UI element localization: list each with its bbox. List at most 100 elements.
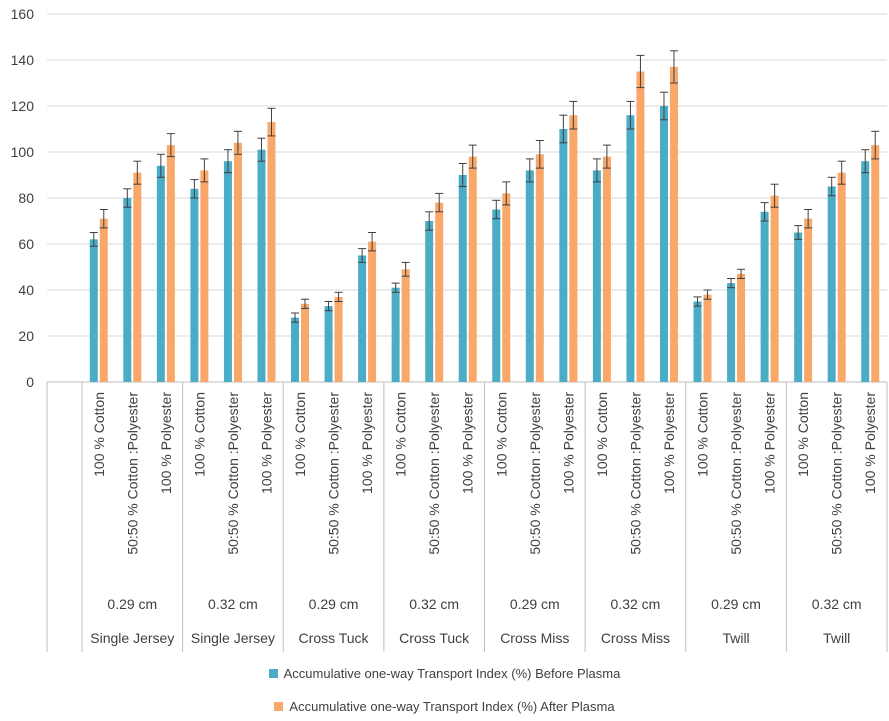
x-category-label: 50:50 % Cotton :Polyester [627, 392, 643, 555]
x-category-label: 100 % Polyester [560, 392, 576, 494]
bar-after-plasma [200, 170, 209, 382]
bar-before-plasma [626, 115, 635, 382]
x-category-label: 50:50 % Cotton :Polyester [225, 392, 241, 555]
bar-after-plasma [837, 172, 846, 382]
x-category-label: 50:50 % Cotton :Polyester [527, 392, 543, 555]
bar-after-plasma [267, 122, 276, 382]
group-structure-label: Twill [823, 630, 850, 646]
bar-before-plasma [861, 161, 870, 382]
bar-after-plasma [804, 218, 813, 382]
bar-before-plasma [190, 188, 199, 382]
group-structure-label: Single Jersey [90, 630, 174, 646]
x-category-label: 100 % Polyester [862, 392, 878, 494]
y-tick-label: 160 [11, 6, 35, 22]
bar-before-plasma [693, 301, 702, 382]
y-tick-label: 140 [11, 52, 35, 68]
legend-swatch-after [274, 702, 284, 711]
x-category-label: 100 % Cotton [393, 392, 409, 477]
group-diameter-label: 0.29 cm [309, 596, 359, 612]
x-category-label: 100 % Cotton [191, 392, 207, 477]
bar-after-plasma [301, 303, 310, 382]
bar-after-plasma [368, 241, 377, 382]
bar-after-plasma [233, 142, 242, 382]
x-category-label: 100 % Polyester [258, 392, 274, 494]
x-category-label: 50:50 % Cotton :Polyester [124, 392, 140, 555]
group-structure-label: Twill [722, 630, 749, 646]
bar-after-plasma [636, 71, 645, 382]
bar-after-plasma [871, 145, 880, 382]
group-structure-label: Single Jersey [191, 630, 275, 646]
bar-after-plasma [602, 156, 611, 382]
x-category-label: 100 % Cotton [493, 392, 509, 477]
y-tick-label: 0 [26, 374, 34, 390]
x-category-label: 50:50 % Cotton :Polyester [829, 392, 845, 555]
x-category-label: 100 % Cotton [91, 392, 107, 477]
x-category-label: 50:50 % Cotton :Polyester [426, 392, 442, 555]
group-diameter-label: 0.32 cm [611, 596, 661, 612]
bar-before-plasma [425, 221, 434, 382]
bar-before-plasma [324, 306, 333, 382]
bar-after-plasma [401, 269, 410, 382]
x-category-label: 50:50 % Cotton :Polyester [326, 392, 342, 555]
group-diameter-label: 0.32 cm [812, 596, 862, 612]
bar-before-plasma [257, 149, 266, 382]
bar-before-plasma [827, 186, 836, 382]
y-tick-label: 20 [18, 328, 34, 344]
bar-after-plasma [703, 294, 712, 382]
bar-after-plasma [334, 296, 343, 382]
x-category-label: 100 % Cotton [795, 392, 811, 477]
group-structure-label: Cross Tuck [299, 630, 370, 646]
bar-before-plasma [760, 211, 769, 382]
legend-swatch-before [268, 669, 278, 678]
legend-entry-after: Accumulative one-way Transport Index (%)… [0, 699, 889, 714]
bar-before-plasma [727, 283, 736, 382]
group-diameter-label: 0.29 cm [510, 596, 560, 612]
bar-before-plasma [458, 175, 467, 382]
x-category-label: 100 % Polyester [158, 392, 174, 494]
bar-before-plasma [559, 129, 568, 382]
group-structure-label: Cross Miss [500, 630, 569, 646]
bar-before-plasma [291, 317, 300, 382]
group-structure-label: Cross Miss [601, 630, 670, 646]
bar-after-plasma [166, 145, 175, 382]
y-tick-label: 80 [18, 190, 34, 206]
y-tick-label: 100 [11, 144, 35, 160]
x-category-label: 100 % Polyester [762, 392, 778, 494]
group-diameter-label: 0.29 cm [711, 596, 761, 612]
bar-after-plasma [737, 273, 746, 382]
bar-before-plasma [89, 239, 98, 382]
bar-chart: 0 20 40 60 80 100 120 140 160 100 % Cotton 50:50 %… [11, 6, 888, 652]
bar-after-plasma [468, 156, 477, 382]
group-structure-label: Cross Tuck [399, 630, 470, 646]
group-diameter-label: 0.32 cm [409, 596, 459, 612]
y-tick-label: 120 [11, 98, 35, 114]
bar-before-plasma [156, 165, 165, 382]
bar-before-plasma [525, 170, 534, 382]
bar-before-plasma [358, 255, 367, 382]
x-category-label: 100 % Polyester [661, 392, 677, 494]
bar-before-plasma [123, 198, 132, 382]
bar-after-plasma [535, 154, 544, 382]
bar-after-plasma [99, 218, 108, 382]
bar-before-plasma [659, 106, 668, 382]
bar-before-plasma [391, 287, 400, 382]
bar-after-plasma [669, 66, 678, 383]
group-diameter-label: 0.29 cm [107, 596, 157, 612]
bar-before-plasma [223, 161, 232, 382]
x-category-label: 100 % Polyester [359, 392, 375, 494]
bar-before-plasma [492, 209, 501, 382]
bar-before-plasma [592, 170, 601, 382]
bar-before-plasma [794, 232, 803, 382]
group-diameter-label: 0.32 cm [208, 596, 258, 612]
x-category-label: 100 % Polyester [460, 392, 476, 494]
bar-after-plasma [435, 202, 444, 382]
x-category-label: 100 % Cotton [695, 392, 711, 477]
x-category-label: 100 % Cotton [594, 392, 610, 477]
legend-label-before: Accumulative one-way Transport Index (%)… [283, 666, 621, 681]
bar-after-plasma [569, 115, 578, 382]
x-category-label: 100 % Cotton [292, 392, 308, 477]
bar-after-plasma [133, 172, 142, 382]
y-tick-label: 40 [18, 282, 34, 298]
x-category-label: 50:50 % Cotton :Polyester [728, 392, 744, 555]
